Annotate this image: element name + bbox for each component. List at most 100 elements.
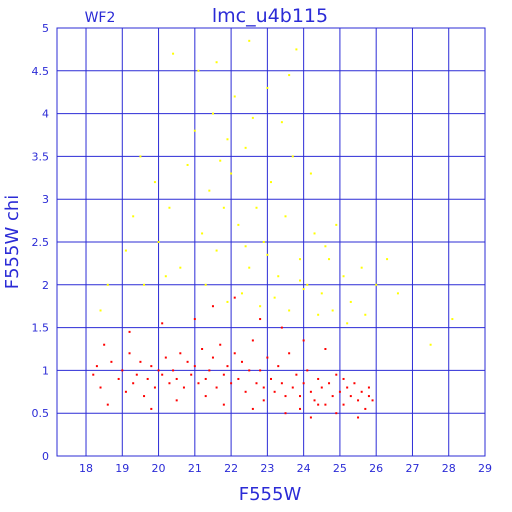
scatter-point [320,386,323,389]
scatter-point [360,266,363,269]
scatter-point [346,386,349,389]
scatter-point [164,275,167,278]
scatter-point [204,283,207,286]
scatter-point [182,386,185,389]
scatter-point [106,283,109,286]
scatter-point [95,365,98,368]
scatter-point [266,253,269,256]
scatter-point [317,313,320,316]
scatter-point [364,407,367,410]
scatter-point [299,258,302,261]
scatter-point [215,61,218,64]
scatter-point [230,172,233,175]
scatter-point [211,356,214,359]
scatter-point [186,360,189,363]
scatter-point [99,386,102,389]
x-tick-label: 22 [224,462,238,475]
scatter-point [364,313,367,316]
x-tick-label: 28 [442,462,456,475]
chart-title: lmc_u4b115 [212,5,328,27]
scatter-point [335,373,338,376]
scatter-point [204,395,207,398]
scatter-point [273,296,276,299]
scatter-point [193,318,196,321]
y-tick-label: 0.5 [32,407,50,420]
scatter-point [248,369,251,372]
y-tick-label: 0 [42,450,49,463]
scatter-point [193,129,196,132]
x-tick-label: 18 [79,462,93,475]
scatter-point [357,399,360,402]
scatter-point [309,416,312,419]
scatter-point [306,369,309,372]
scatter-point [193,365,196,368]
scatter-point [135,373,138,376]
scatter-point [396,292,399,295]
scatter-point [157,241,160,243]
x-tick-label: 21 [188,462,202,475]
scatter-point [357,416,360,419]
scatter-point [266,356,269,359]
scatter-point [299,279,302,282]
scatter-point [251,116,254,119]
scatter-point [306,283,309,286]
scatter-point [291,386,294,389]
scatter-point [262,399,265,402]
scatter-point [92,373,95,376]
scatter-point [342,275,345,278]
scatter-point [328,258,331,261]
scatter-point [215,386,218,389]
y-tick-label: 4.5 [32,65,50,78]
scatter-point [164,356,167,359]
scatter-point [284,395,287,398]
scatter-point [331,395,334,398]
scatter-point [230,382,233,385]
y-tick-label: 5 [42,22,49,35]
scatter-point [251,339,254,342]
scatter-point [367,395,370,398]
scatter-point [226,300,229,303]
scatter-point [386,258,389,261]
scatter-point [175,399,178,402]
y-tick-label: 2.5 [32,236,50,249]
scatter-point [237,377,240,380]
scatter-point [139,360,142,363]
scatter-point [201,232,204,235]
scatter-point [251,407,254,410]
scatter-point [99,309,102,312]
scatter-point [233,352,236,355]
scatter-point [186,163,189,166]
scatter-point [222,373,225,376]
scatter-point [255,382,258,385]
scatter-point [277,365,280,368]
scatter-point [349,300,352,303]
scatter-point [233,95,236,98]
scatter-point [211,112,214,115]
scatter-point [288,74,291,77]
scatter-point [208,369,211,372]
scatter-point [244,390,247,393]
scatter-point [172,52,175,55]
scatter-point [161,322,164,325]
scatter-point [222,403,225,406]
scatter-point [342,377,345,380]
scatter-point [309,390,312,393]
y-tick-label: 2 [42,279,49,292]
scatter-point [219,343,222,346]
scatter-point [320,292,323,295]
scatter-point [240,360,243,363]
scatter-point [215,249,218,252]
scatter-point [150,365,153,368]
scatter-point [150,407,153,410]
scatter-point [259,318,262,321]
scatter-point [353,382,356,385]
scatter-point [317,377,320,380]
scatter-point [132,382,135,385]
scatter-point [124,249,127,252]
y-tick-label: 4 [42,108,49,121]
y-tick-label: 3.5 [32,150,50,163]
x-tick-label: 19 [115,462,129,475]
scatter-point [248,266,251,269]
scatter-point [324,245,327,248]
x-axis-label: F555W [239,484,302,505]
